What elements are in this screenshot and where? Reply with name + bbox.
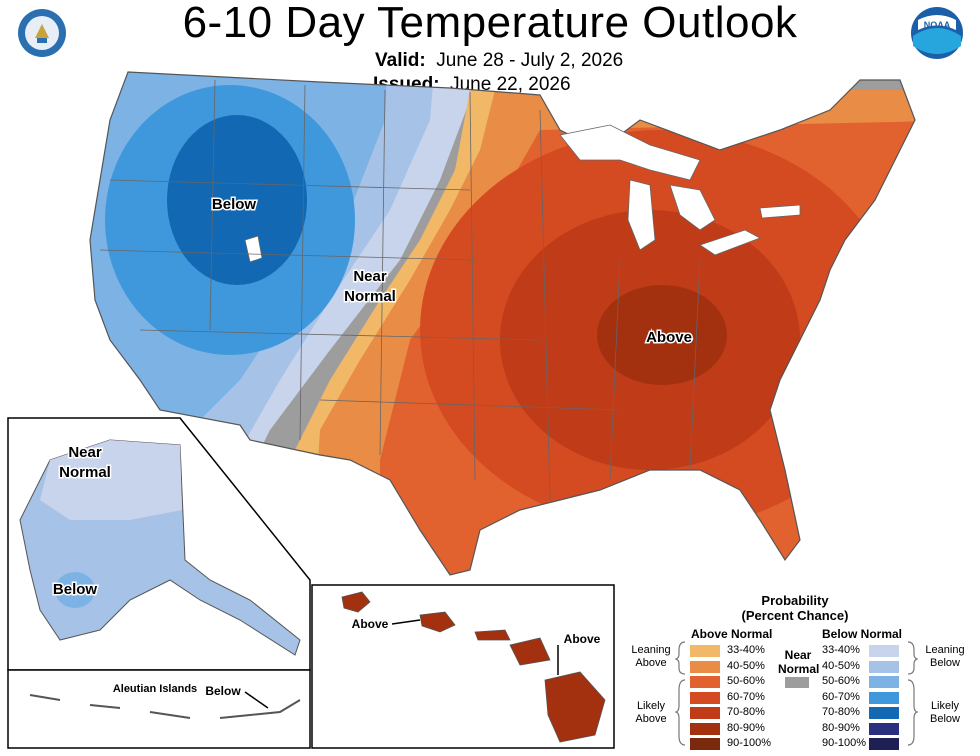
label-aleutian: Aleutian Islands	[113, 683, 197, 695]
legend-likely-above: Likely Above	[626, 700, 676, 726]
conus-outline	[89, 71, 916, 576]
label-hawaii-above-left: Above	[352, 617, 389, 631]
legend-near-line1: Near	[784, 648, 812, 662]
leaning-below-line1: Leaning	[925, 644, 965, 656]
zone-above-80	[597, 285, 727, 385]
leaning-below-line2: Below	[930, 657, 960, 669]
above-range-1: 40-50%	[727, 659, 765, 672]
svg-text:NOAA: NOAA	[924, 20, 951, 30]
likely-below-line2: Below	[930, 713, 960, 725]
hawaii-big-island	[544, 671, 606, 743]
valid-dates: June 28 - July 2, 2026	[436, 50, 624, 71]
above-swatch-0	[690, 645, 720, 657]
below-range-0: 33-40%	[822, 644, 860, 656]
below-swatch-6	[869, 738, 899, 750]
legend-above-header: Above Normal	[691, 627, 773, 641]
lake-erie	[699, 229, 761, 256]
below-range-6: 90-100%	[822, 737, 867, 749]
above-swatch-3	[690, 691, 720, 704]
lake-superior	[559, 124, 701, 181]
commerce-seal-icon	[18, 9, 66, 57]
above-range-3: 60-70%	[727, 690, 765, 703]
legend-near-line2: Normal	[778, 662, 820, 676]
aleutian-inset-frame	[7, 669, 311, 749]
above-range-5: 80-90%	[727, 721, 765, 734]
above-range-6: 90-100%	[727, 737, 772, 749]
label-below-west: Below	[212, 196, 257, 213]
below-range-4: 70-80%	[822, 706, 860, 718]
valid-label: Valid:	[375, 50, 426, 71]
leaning-above-line2: Above	[635, 657, 667, 669]
label-alaska-near-1: Near	[68, 444, 102, 461]
below-range-3: 60-70%	[822, 690, 860, 703]
label-near-normal-1: Near	[353, 268, 387, 285]
likely-below-line1: Likely	[930, 700, 960, 712]
label-alaska-below: Below	[53, 581, 98, 598]
zone-below-70	[167, 115, 307, 285]
hawaii-kauai	[341, 591, 371, 613]
likely-above-line1: Likely	[636, 700, 666, 712]
aleutian-pointer	[244, 691, 269, 709]
below-swatch-1	[869, 660, 899, 673]
alaska-near-zone	[40, 440, 182, 520]
legend-title-line1: Probability	[761, 593, 829, 608]
legend-leaning-below: Leaning Below	[920, 644, 970, 670]
legend-leaning-above: Leaning Above	[626, 644, 676, 670]
hawaii-oahu	[419, 611, 456, 633]
below-swatch-4	[869, 707, 899, 719]
hawaii-maui	[509, 637, 551, 666]
alaska-below-zone	[55, 572, 95, 608]
above-swatch-2	[690, 676, 720, 688]
above-swatch-4	[690, 707, 720, 719]
below-range-1: 40-50%	[822, 659, 860, 672]
below-range-5: 80-90%	[822, 721, 860, 734]
label-above-east: Above	[646, 329, 692, 346]
legend-likely-below: Likely Below	[920, 700, 970, 726]
map-title: 6-10 Day Temperature Outlook	[182, 0, 798, 47]
above-swatch-6	[690, 738, 720, 750]
above-swatch-1	[690, 660, 720, 673]
legend-title: Probability (Percent Chance)	[715, 593, 875, 623]
label-alaska-near-2: Normal	[59, 464, 111, 481]
hawaii-pointer-left	[391, 619, 421, 625]
below-swatch-2	[869, 676, 899, 688]
state-lines	[99, 79, 701, 501]
above-range-0: 33-40%	[727, 644, 765, 656]
above-range-4: 70-80%	[727, 706, 765, 718]
above-swatch-5	[690, 722, 720, 735]
legend-brace-above	[675, 641, 686, 746]
legend-below-header: Below Normal	[822, 627, 903, 641]
below-range-2: 50-60%	[822, 675, 860, 687]
lake-michigan	[627, 179, 656, 251]
lake-huron	[669, 184, 716, 231]
legend-title-line2: (Percent Chance)	[741, 608, 849, 623]
below-swatch-5	[869, 722, 899, 735]
below-swatch-3	[869, 691, 899, 704]
above-range-2: 50-60%	[727, 675, 765, 687]
below-swatch-0	[869, 645, 899, 657]
hawaii-molokai	[474, 629, 511, 641]
likely-above-line2: Above	[635, 713, 667, 725]
leaning-above-line1: Leaning	[631, 644, 671, 656]
great-salt-lake	[244, 235, 263, 263]
valid-line: Valid: June 28 - July 2, 2026	[375, 50, 623, 72]
label-near-normal-2: Normal	[344, 288, 396, 305]
legend-near-header: Near Normal	[778, 648, 820, 676]
legend-brace-below	[907, 641, 918, 746]
lake-ontario	[759, 204, 801, 219]
label-aleutian-below: Below	[205, 684, 241, 698]
noaa-logo-icon: NOAA	[911, 7, 963, 59]
legend-near-swatch	[785, 677, 809, 688]
label-hawaii-above-right: Above	[564, 632, 601, 646]
aleutian-islands-shape	[29, 694, 301, 719]
